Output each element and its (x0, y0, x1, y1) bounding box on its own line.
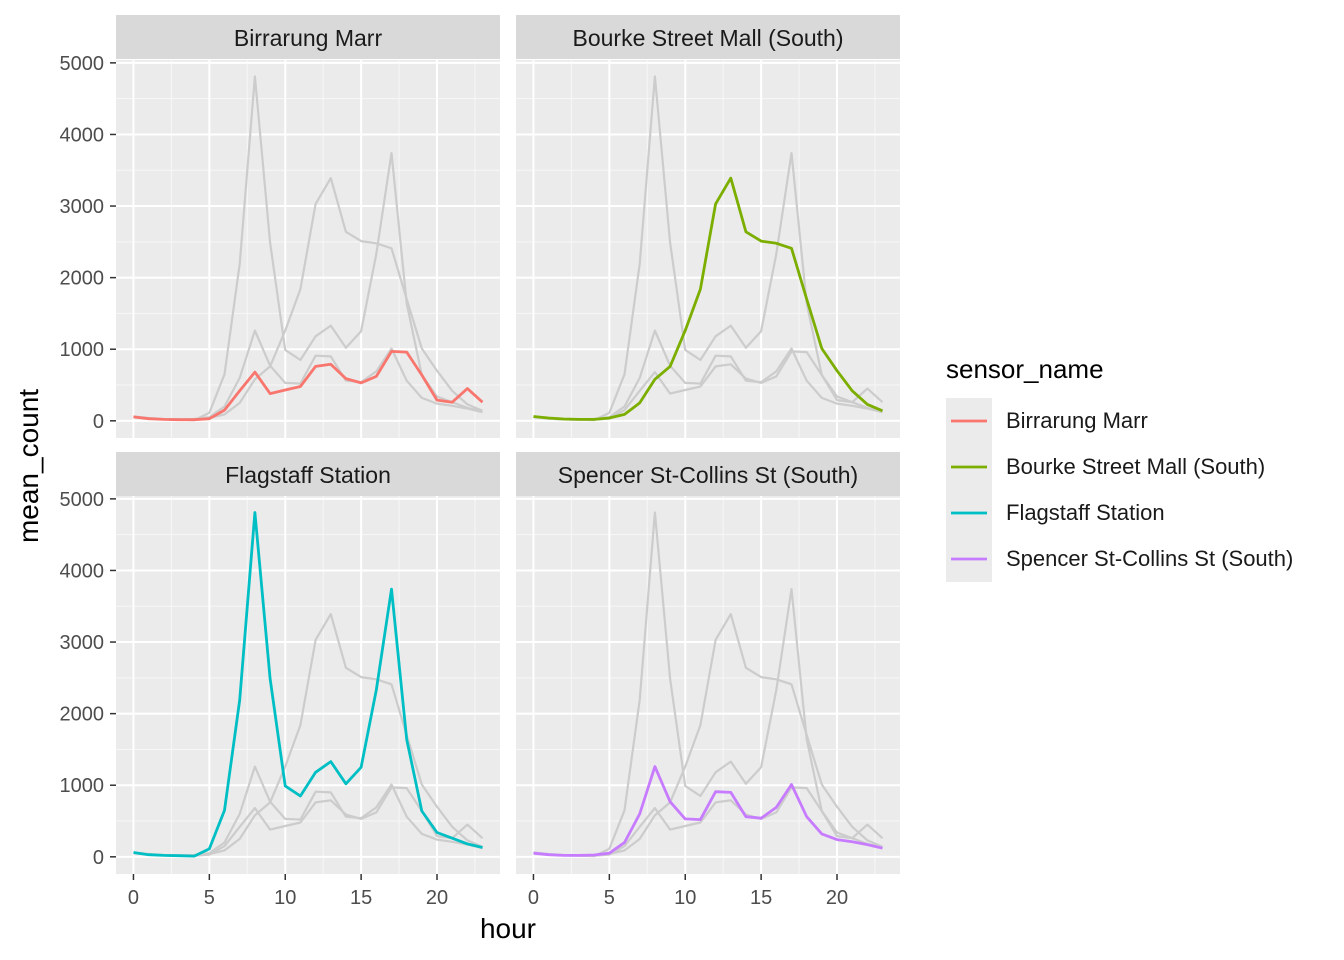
facet-strip (516, 452, 900, 496)
facet-strip-label: Spencer St-Collins St (South) (558, 462, 858, 488)
series-line (133, 511, 483, 858)
x-tick-label: 15 (750, 887, 772, 909)
facet-strip (516, 15, 900, 59)
series-line (533, 765, 883, 857)
facet-strip-label: Birrarung Marr (234, 25, 383, 51)
y-tick-label: 3000 (60, 632, 105, 654)
y-tick-label: 1000 (60, 775, 105, 797)
series-line (133, 349, 484, 422)
y-tick-label: 1000 (60, 339, 105, 361)
panel: Bourke Street Mall (South) (516, 15, 900, 438)
facet-strip-label: Bourke Street Mall (South) (572, 25, 843, 51)
legend-label: Bourke Street Mall (South) (1006, 454, 1265, 479)
legend: sensor_name Birrarung Marr Bourke Street … (946, 354, 1293, 582)
y-axis-label: mean_count (13, 389, 44, 543)
x-tick-label: 5 (204, 887, 215, 909)
facet-strip-label: Flagstaff Station (225, 462, 391, 488)
legend-title: sensor_name (946, 354, 1104, 384)
facet-strip (116, 15, 500, 59)
x-tick-label: 15 (350, 887, 372, 909)
facet-strip (116, 452, 500, 496)
y-tick-label: 4000 (60, 560, 105, 582)
y-tick-label: 3000 (60, 196, 105, 218)
x-tick-label: 0 (128, 887, 139, 909)
series-line (533, 176, 884, 421)
y-tick-label: 5000 (60, 53, 105, 75)
x-axis-label: hour (480, 913, 536, 944)
x-tick-label: 0 (528, 887, 539, 909)
panel: Birrarung Marr 0 1000 2000 3000 4000 5000 (60, 15, 500, 438)
panel: Spencer St-Collins St (South) 0 5 10 15 20 (516, 452, 900, 909)
y-tick-label: 5000 (60, 489, 105, 511)
y-tick-label: 2000 (60, 268, 105, 290)
legend-label: Birrarung Marr (1006, 408, 1148, 433)
y-tick-label: 2000 (60, 704, 105, 726)
panel: Flagstaff Station 0 1000 2000 3000 4000 5000 0 5… (60, 452, 500, 909)
y-tick-label: 4000 (60, 124, 105, 146)
x-tick-label: 20 (826, 887, 848, 909)
y-tick-label: 0 (93, 847, 104, 869)
panels: Birrarung Marr010002000300040005000Bourk… (60, 15, 900, 909)
y-tick-label: 0 (93, 411, 104, 433)
legend-label: Flagstaff Station (1006, 500, 1165, 525)
x-tick-label: 10 (274, 887, 296, 909)
x-tick-label: 5 (604, 887, 615, 909)
x-tick-label: 20 (426, 887, 448, 909)
legend-label: Spencer St-Collins St (South) (1006, 546, 1293, 571)
x-tick-label: 10 (674, 887, 696, 909)
